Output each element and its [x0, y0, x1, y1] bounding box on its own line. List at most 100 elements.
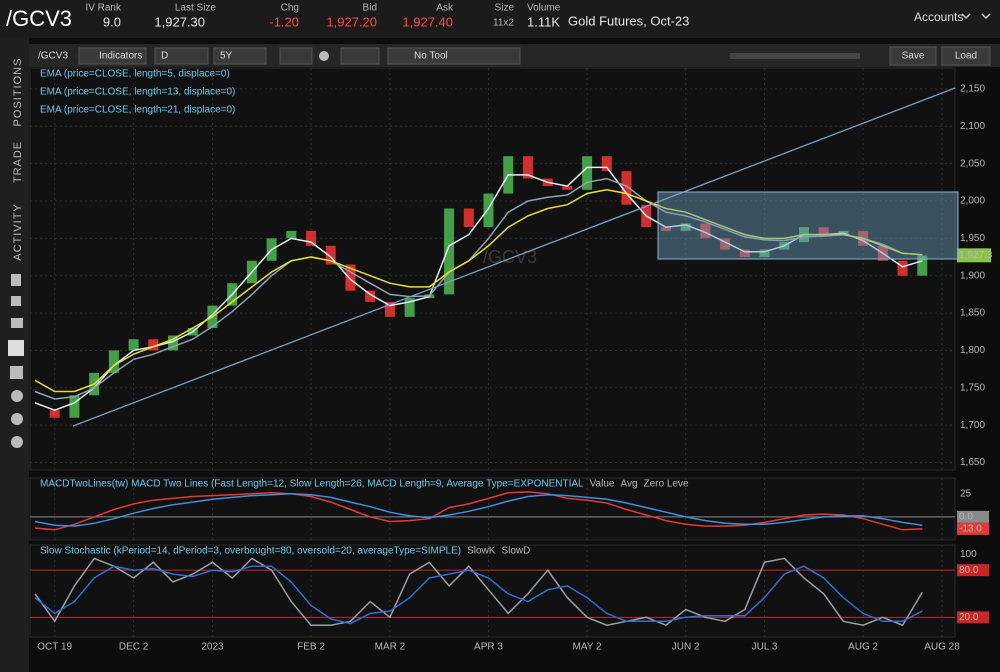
zoom-slider[interactable] — [730, 53, 860, 59]
toolbar-symbol[interactable]: /GCV3 — [38, 51, 68, 62]
indicators-button[interactable] — [78, 47, 147, 65]
y-tick-label: 1,700 — [960, 420, 985, 431]
aggregation-label[interactable]: D — [161, 51, 168, 62]
quote-label: Last Size — [175, 3, 217, 14]
y-tick-label: 1,750 — [960, 382, 985, 393]
chevrons[interactable] — [961, 13, 991, 20]
quote-value: 11x2 — [493, 18, 514, 29]
trendline — [72, 87, 956, 427]
quote-value: 1,927.20 — [326, 14, 377, 29]
period-select[interactable] — [213, 47, 267, 65]
panel-background — [29, 544, 956, 638]
range-box — [657, 191, 959, 260]
x-tick-label: 2023 — [201, 642, 224, 653]
candle — [306, 230, 317, 246]
settings-icon[interactable] — [319, 51, 329, 61]
quote-label: Size — [495, 3, 515, 14]
indicators-label[interactable]: Indicators — [99, 51, 142, 62]
y-tick-label: 1,850 — [960, 308, 985, 319]
period-label[interactable]: 5Y — [220, 51, 233, 62]
value-marker — [957, 522, 989, 535]
quote-label: Bid — [363, 3, 377, 14]
legend-entry: EMA (price=CLOSE, length=21, displace=0) — [40, 105, 235, 116]
x-tick-label: FEB 2 — [297, 642, 325, 653]
tool-label[interactable]: No Tool — [414, 51, 448, 62]
candle — [660, 227, 671, 231]
value-marker-label: 80.0 — [959, 565, 979, 576]
y-tick-label: 2,100 — [960, 121, 985, 132]
candle — [108, 350, 119, 373]
candle — [365, 290, 376, 302]
candle — [69, 395, 80, 418]
series-line — [34, 492, 923, 527]
value-marker-label: 0.0 — [959, 512, 973, 523]
draw-select[interactable] — [340, 47, 380, 65]
candle — [680, 223, 691, 231]
candle — [522, 156, 533, 179]
candle — [897, 260, 908, 276]
candle — [148, 339, 159, 351]
chart-area: OCT 19 DEC 2 2023 FEB 2 MAR 2 APR 3 MAY 2 JUN 2… — [29, 67, 993, 653]
candle — [601, 156, 612, 172]
y-tick-label: 1,800 — [960, 345, 985, 356]
series-line — [34, 557, 923, 627]
sidebar-tab[interactable]: TRADE — [12, 141, 24, 183]
accounts-menu[interactable]: Accounts — [914, 10, 963, 24]
y-tick-label: 2,000 — [960, 196, 985, 207]
sidebar-tab[interactable]: POSITIONS — [12, 58, 24, 127]
series-line — [34, 166, 923, 412]
x-tick-label: APR 3 — [474, 642, 503, 653]
candle — [739, 249, 750, 258]
candle — [917, 255, 928, 276]
style-select[interactable] — [279, 47, 313, 65]
legend-entry: EMA (price=CLOSE, length=5, displace=0) — [40, 69, 230, 80]
quote-value: -1.20 — [269, 14, 299, 29]
panel-title: MACDTwoLines(tw) MACD Two Lines (Fast Le… — [40, 479, 584, 490]
series-line — [34, 491, 923, 531]
quote-value: 1.11K — [527, 14, 560, 29]
candle — [444, 208, 455, 295]
series-line — [34, 189, 923, 393]
legend-entry: Value — [590, 479, 615, 490]
quote-label: IV Rank — [85, 3, 122, 14]
last-price-box — [957, 248, 991, 263]
sidebar-tab[interactable]: ACTIVITY — [12, 203, 24, 261]
load-button[interactable] — [941, 46, 991, 66]
candle — [168, 335, 179, 351]
panel-title: Slow Stochastic (kPeriod=14, dPeriod=3, … — [40, 546, 461, 557]
save-label[interactable]: Save — [902, 51, 925, 62]
candle — [562, 186, 573, 190]
y-tick-label: 100 — [960, 549, 977, 560]
quote-value: 9.0 — [103, 14, 121, 29]
candle — [818, 227, 829, 235]
candle — [404, 298, 415, 317]
watermark: /GCV3 — [483, 247, 537, 267]
sidebar-icons[interactable] — [8, 274, 24, 448]
last-price-label: 1,927.3 — [959, 250, 993, 261]
candle — [483, 193, 494, 228]
y-tick-label: 2,150 — [960, 84, 985, 95]
save-button[interactable] — [889, 46, 937, 66]
candle — [700, 223, 711, 239]
header-bar — [0, 0, 1000, 38]
tool-select[interactable] — [387, 47, 521, 65]
x-tick-label: JUL 3 — [752, 642, 778, 653]
quote-label: Volume — [527, 3, 561, 14]
candle — [720, 238, 731, 250]
x-tick-label: AUG 2 — [848, 642, 878, 653]
value-marker — [957, 564, 989, 577]
y-tick-label: 25 — [960, 488, 972, 499]
candle — [384, 301, 395, 317]
quote-value: 1,927.30 — [154, 14, 205, 29]
candle — [128, 339, 139, 351]
value-marker — [957, 510, 989, 523]
x-tick-label: MAY 2 — [573, 642, 603, 653]
aggregation-select[interactable] — [154, 47, 209, 65]
y-tick-label: 2,050 — [960, 158, 985, 169]
load-label[interactable]: Load — [955, 51, 977, 62]
candle — [286, 230, 297, 239]
value-marker — [957, 611, 989, 624]
y-tick-label: 1,950 — [960, 233, 985, 244]
x-tick-label: MAR 2 — [375, 642, 406, 653]
legend-entry: EMA (price=CLOSE, length=13, displace=0) — [40, 87, 235, 98]
